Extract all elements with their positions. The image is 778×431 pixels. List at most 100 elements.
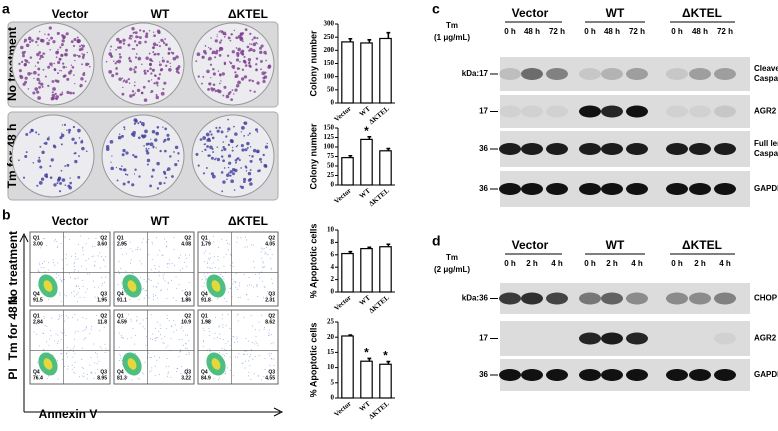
event-dot [58, 318, 60, 320]
colony [149, 184, 152, 188]
colony [212, 83, 216, 86]
event-dot [117, 271, 119, 273]
event-dot [37, 285, 39, 287]
event-dot [60, 338, 62, 340]
event-dot [139, 260, 141, 262]
event-dot [94, 296, 96, 298]
event-dot [93, 255, 95, 257]
band [666, 105, 688, 118]
event-dot [93, 343, 95, 345]
event-dot [262, 262, 264, 264]
colony [155, 95, 160, 100]
colony [171, 175, 174, 178]
event-dot [40, 247, 42, 249]
event-dot [203, 252, 205, 254]
event-dot [72, 356, 74, 358]
colony [115, 48, 117, 51]
band [601, 369, 623, 381]
colony [201, 150, 203, 153]
colony [59, 181, 63, 185]
event-dot [38, 374, 40, 376]
colony [65, 48, 68, 52]
colony [252, 49, 256, 53]
band [689, 369, 711, 381]
band [499, 183, 521, 195]
quadrant-value: 91.5 [33, 297, 43, 303]
colony [132, 153, 135, 157]
colony [143, 71, 147, 75]
event-dot [177, 367, 179, 369]
column-header: ΔKTEL [682, 6, 722, 20]
colony [119, 40, 121, 42]
event-dot [51, 317, 53, 319]
bar [379, 150, 392, 186]
event-dot [81, 366, 83, 368]
colony [210, 37, 212, 39]
colony [242, 177, 247, 182]
event-dot [173, 248, 175, 250]
colony [122, 86, 124, 89]
colony [202, 55, 204, 58]
quadrant-value: 10.9 [181, 319, 191, 325]
event-dot [250, 353, 252, 355]
colony [36, 52, 40, 57]
event-dot [142, 319, 144, 321]
colony [81, 53, 84, 55]
event-dot [263, 376, 265, 378]
event-dot [176, 287, 178, 289]
event-dot [201, 368, 203, 370]
colony [145, 56, 149, 60]
error-bar [386, 243, 391, 247]
event-dot [87, 373, 89, 375]
event-dot [243, 316, 245, 318]
event-dot [257, 375, 259, 377]
event-dot [166, 375, 168, 377]
colony [53, 145, 57, 149]
event-dot [248, 340, 250, 342]
event-dot [228, 243, 230, 245]
colony [76, 54, 79, 57]
event-dot [269, 298, 271, 300]
event-dot [54, 340, 56, 342]
event-dot [38, 262, 40, 264]
plate-well [191, 114, 275, 198]
event-dot [81, 265, 83, 267]
colony [122, 182, 126, 186]
event-dot [149, 371, 151, 373]
colony [139, 120, 142, 124]
event-dot [273, 375, 275, 377]
band [714, 143, 736, 155]
quadrant-value: 4.59 [117, 319, 127, 325]
colony [211, 174, 216, 179]
event-dot [57, 262, 59, 264]
event-dot [184, 289, 186, 291]
event-dot [84, 329, 86, 331]
colony [51, 91, 54, 94]
colony [160, 91, 165, 96]
event-dot [155, 327, 157, 329]
colony [70, 40, 74, 44]
band [521, 369, 543, 381]
quadrant-value: 1.79 [201, 241, 211, 247]
colony [221, 72, 226, 76]
colony [140, 134, 144, 138]
event-dot [163, 343, 165, 345]
event-dot [244, 351, 246, 353]
mw-marker: 36 [479, 144, 488, 153]
y-axis-label: Colony number [308, 30, 318, 96]
event-dot [64, 320, 66, 322]
mw-marker: kDa:17 [462, 69, 489, 78]
event-dot [162, 254, 164, 256]
event-dot [92, 246, 94, 248]
event-dot [93, 378, 95, 380]
colony [154, 44, 156, 47]
colony [65, 66, 67, 68]
event-dot [162, 275, 164, 277]
colony [249, 66, 252, 68]
event-dot [209, 252, 211, 254]
event-dot [266, 295, 268, 297]
event-dot [46, 378, 48, 380]
colony [125, 151, 129, 155]
band [521, 105, 543, 118]
event-dot [142, 326, 144, 328]
